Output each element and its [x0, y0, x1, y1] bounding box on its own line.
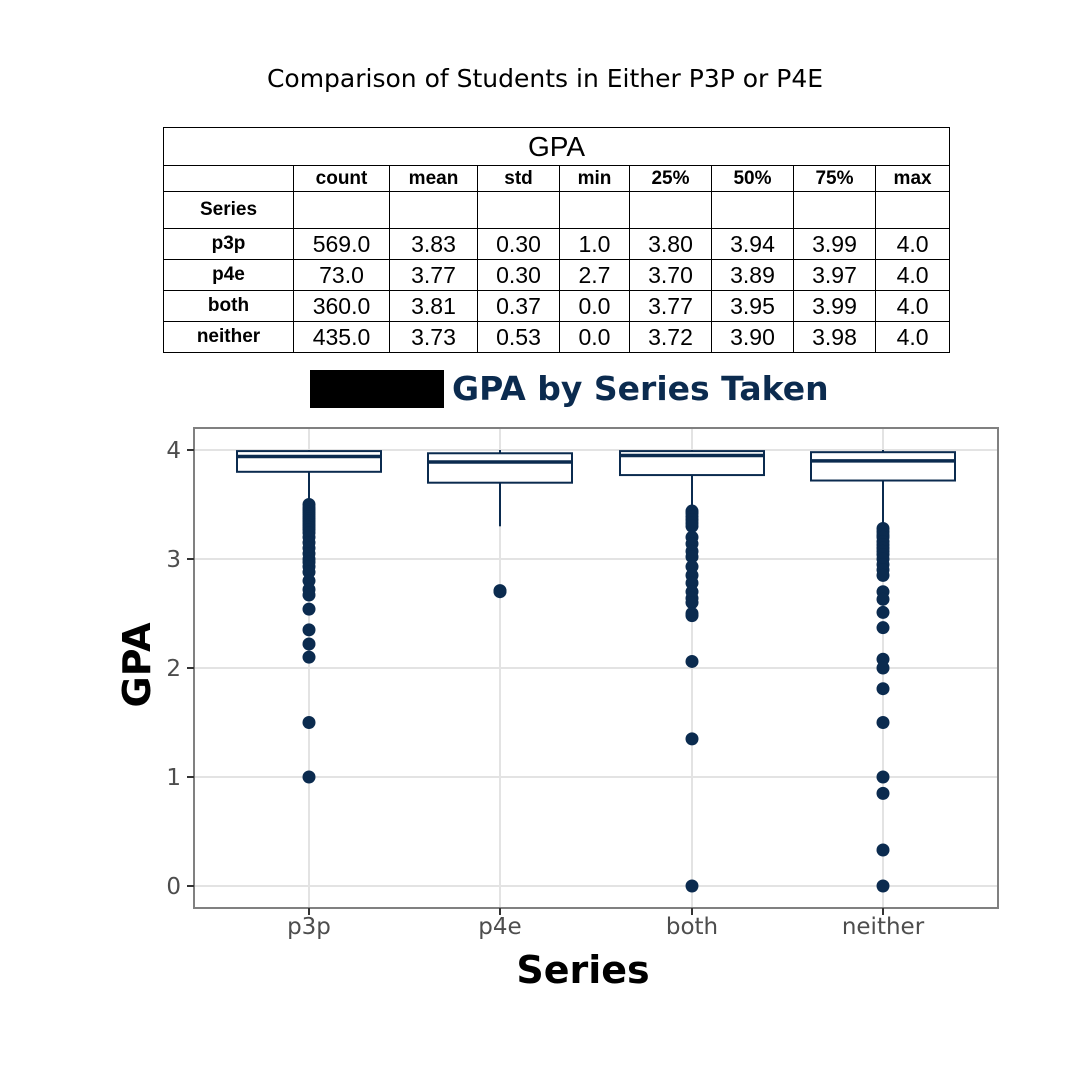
x-tick-label: p3p [287, 914, 331, 940]
table-row: p4e 73.0 3.77 0.30 2.7 3.70 3.89 3.97 4.0 [163, 259, 951, 291]
empty-cell [629, 191, 712, 229]
table-cell: 1.0 [559, 228, 630, 260]
table-cell: 3.97 [793, 259, 876, 291]
outlier-point [876, 843, 890, 857]
outlier-point [685, 732, 699, 746]
table-cell: 73.0 [293, 259, 390, 291]
outlier-point [302, 650, 316, 664]
row-label: both [163, 290, 294, 322]
y-tick-label: 4 [166, 438, 181, 464]
row-label: p3p [163, 228, 294, 260]
outlier-point [685, 519, 699, 533]
table-cell: 435.0 [293, 321, 390, 353]
page-title: Comparison of Students in Either P3P or … [266, 64, 824, 93]
outlier-point [876, 568, 890, 582]
table-cell: 0.53 [477, 321, 560, 353]
outlier-point [302, 770, 316, 784]
table-cell: 3.95 [711, 290, 794, 322]
column-header: max [874, 165, 951, 192]
empty-cell [389, 191, 478, 229]
x-axis-title: Series [516, 948, 649, 992]
table-cell: 0.30 [477, 228, 560, 260]
empty-cell [293, 191, 390, 229]
table-cell: 4.0 [874, 259, 951, 291]
row-label: p4e [163, 259, 294, 291]
table-cell: 360.0 [293, 290, 390, 322]
column-header: 50% [711, 165, 794, 192]
y-tick-label: 1 [166, 765, 181, 791]
column-header: std [477, 165, 560, 192]
chart-title: GPA by Series Taken [452, 369, 829, 408]
outlier-point [876, 682, 890, 696]
box-p4e [427, 452, 573, 484]
outlier-point [685, 609, 699, 623]
outlier-point [685, 879, 699, 893]
table-group-header: GPA [162, 127, 951, 166]
table-row: p3p 569.0 3.83 0.30 1.0 3.80 3.94 3.99 4.0 [163, 228, 951, 260]
table-cell: 4.0 [874, 290, 951, 322]
outlier-point [876, 770, 890, 784]
x-tick-label: neither [842, 914, 925, 940]
outlier-point [685, 550, 699, 564]
table-cell: 569.0 [293, 228, 390, 260]
x-tick-label: p4e [478, 914, 521, 940]
y-axis-title: GPA [115, 622, 159, 708]
table-cell: 0.30 [477, 259, 560, 291]
outlier-point [302, 637, 316, 651]
outlier-point [876, 786, 890, 800]
outlier-point [302, 588, 316, 602]
outlier-point [493, 585, 507, 599]
table-cell: 3.94 [711, 228, 794, 260]
outlier-point [876, 621, 890, 635]
table-row: neither 435.0 3.73 0.53 0.0 3.72 3.90 3.98 4.0 [163, 321, 951, 353]
outlier-point [302, 602, 316, 616]
column-header: 25% [629, 165, 712, 192]
empty-cell [559, 191, 630, 229]
redaction-box [310, 370, 444, 408]
table-cell: 3.99 [793, 290, 876, 322]
box-p3p [236, 450, 382, 473]
outlier-point [876, 605, 890, 619]
outlier-point [302, 716, 316, 729]
table-cell: 3.89 [711, 259, 794, 291]
table-cell: 3.90 [711, 321, 794, 353]
index-name-header: Series [163, 191, 294, 229]
x-tick-label: both [666, 914, 718, 940]
table-cell: 3.99 [793, 228, 876, 260]
table-cell: 3.70 [629, 259, 712, 291]
outlier-point [876, 592, 890, 606]
empty-cell [874, 191, 951, 229]
box-neither [810, 451, 956, 482]
table-cell: 3.98 [793, 321, 876, 353]
empty-cell [477, 191, 560, 229]
y-tick-label: 0 [166, 874, 181, 900]
outlier-point [876, 879, 890, 893]
outlier-point [302, 623, 316, 637]
table-cell: 4.0 [874, 321, 951, 353]
column-header: 75% [793, 165, 876, 192]
outlier-point [876, 716, 890, 729]
outlier-point [685, 596, 699, 610]
table-cell: 0.0 [559, 290, 630, 322]
table-cell: 3.72 [629, 321, 712, 353]
empty-cell [711, 191, 794, 229]
summary-table: GPA count mean std min 25% 50% 75% max S… [162, 127, 951, 353]
outlier-point [685, 654, 699, 668]
row-label: neither [163, 321, 294, 353]
outlier-point [876, 661, 890, 675]
table-cell: 3.83 [389, 228, 478, 260]
table-cell: 3.80 [629, 228, 712, 260]
column-header: count [293, 165, 390, 192]
table-row: both 360.0 3.81 0.37 0.0 3.77 3.95 3.99 4.0 [163, 290, 951, 322]
y-tick-label: 2 [166, 656, 181, 682]
y-tick-label: 3 [166, 547, 181, 573]
table-body: p3p 569.0 3.83 0.30 1.0 3.80 3.94 3.99 4.0 p4e 73.… [163, 228, 951, 353]
table-cell: 3.73 [389, 321, 478, 353]
table-cell: 0.0 [559, 321, 630, 353]
